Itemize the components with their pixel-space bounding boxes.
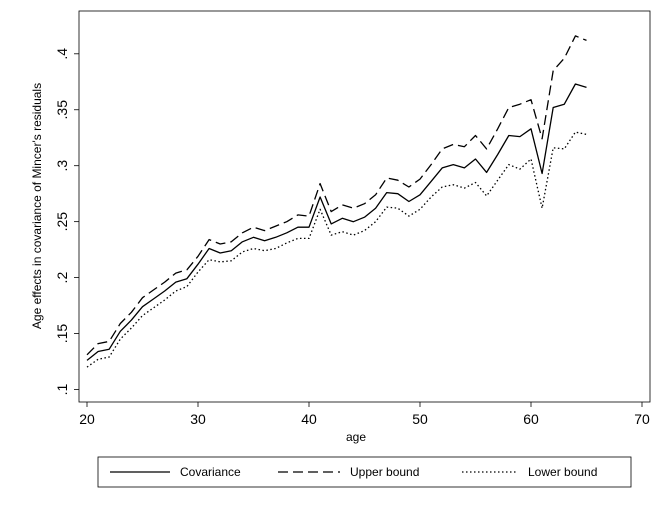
x-tick-label: 50	[412, 411, 428, 427]
x-tick-label: 70	[634, 411, 650, 427]
plot-area	[78, 10, 651, 403]
y-tick-label: .15	[54, 324, 70, 344]
y-axis-title: Age effects in covariance of Mincer's re…	[30, 83, 44, 329]
y-tick-label: .2	[54, 272, 70, 284]
x-axis: 20 30 40 50 60 70	[79, 402, 650, 427]
y-tick-label: .1	[54, 383, 70, 395]
legend-label-upper-bound: Upper bound	[350, 465, 419, 479]
x-tick-label: 40	[301, 411, 317, 427]
x-axis-title: age	[346, 430, 366, 444]
legend: Covariance Upper bound Lower bound	[97, 456, 632, 488]
y-tick-label: .3	[54, 160, 70, 172]
series-layer	[86, 35, 587, 368]
y-tick-label: .25	[54, 212, 70, 232]
series-line-upper-bound	[86, 35, 587, 356]
y-tick-label: .4	[54, 48, 70, 60]
legend-label-lower-bound: Lower bound	[528, 465, 597, 479]
legend-label-covariance: Covariance	[180, 465, 241, 479]
x-tick-label: 20	[79, 411, 95, 427]
y-axis: .1 .15 .2 .25 .3 .35 .4	[54, 48, 79, 395]
x-tick-label: 30	[190, 411, 206, 427]
series-line-lower-bound	[86, 131, 587, 368]
legend-box	[97, 456, 632, 488]
y-tick-label: .35	[54, 100, 70, 120]
x-tick-label: 60	[523, 411, 539, 427]
series-line-covariance	[86, 83, 587, 361]
